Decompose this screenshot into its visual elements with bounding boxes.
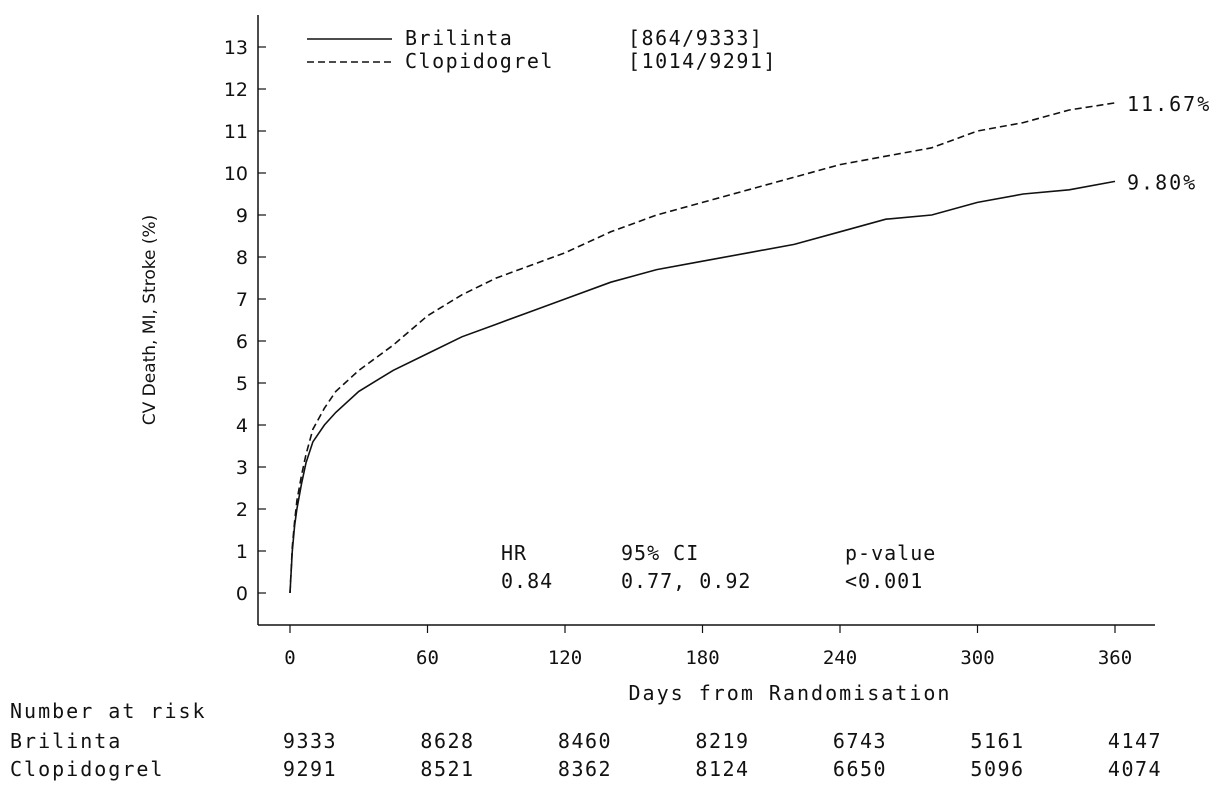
y-tick-label: 9 [236, 205, 248, 227]
y-axis-label: CV Death, MI, Stroke (%) [140, 215, 160, 426]
risk-cell: 8124 [695, 757, 749, 781]
legend-counts-brilinta: [864/9333] [628, 26, 763, 50]
legend: Brilinta [864/9333] Clopidogrel [1014/9291] [307, 26, 777, 73]
end-label-clopidogrel: 11.67% [1127, 92, 1211, 116]
risk-cell: 8628 [420, 729, 474, 753]
x-tick-label: 60 [416, 647, 439, 669]
y-tick-label: 13 [224, 37, 248, 59]
risk-cell: 8219 [695, 729, 749, 753]
annotation-value: 0.84 [501, 569, 553, 593]
end-label-brilinta: 9.80% [1127, 170, 1197, 194]
legend-counts-clopidogrel: [1014/9291] [628, 49, 777, 73]
x-ticks: 0 60 120 180 240 300 360 [284, 625, 1132, 669]
series-line-brilinta [289, 180, 1116, 594]
y-tick-label: 5 [236, 373, 248, 395]
legend-label-brilinta: Brilinta [405, 26, 513, 50]
risk-cell: 6743 [833, 729, 887, 753]
risk-cell: 5096 [970, 757, 1024, 781]
risk-cell: 9333 [283, 729, 337, 753]
x-tick-label: 180 [685, 647, 719, 669]
risk-cell: 8362 [558, 757, 612, 781]
annotation-header: 95% CI [621, 541, 699, 565]
y-tick-label: 2 [236, 499, 248, 521]
risk-cell: 9291 [283, 757, 337, 781]
x-axis-label: Days from Randomisation [629, 681, 952, 705]
y-tick-label: 4 [236, 415, 248, 437]
end-labels: 9.80% 11.67% [1127, 92, 1211, 195]
x-tick-label: 0 [284, 647, 295, 669]
risk-cell: 6650 [833, 757, 887, 781]
risk-table: Number at risk Brilinta 9333 8628 8460 8219 67… [10, 699, 1162, 781]
y-tick-label: 7 [236, 289, 248, 311]
y-tick-label: 6 [236, 331, 248, 353]
risk-cell: 8460 [558, 729, 612, 753]
series-lines [289, 102, 1116, 594]
y-tick-label: 8 [236, 247, 248, 269]
annotation-header: HR [501, 541, 527, 565]
risk-table-title: Number at risk [10, 699, 207, 723]
y-tick-label: 1 [236, 541, 248, 563]
risk-cell: 4074 [1108, 757, 1162, 781]
risk-cell: 8521 [420, 757, 474, 781]
x-tick-label: 360 [1098, 647, 1132, 669]
hr-annotation: HR 95% CI p-value 0.84 0.77, 0.92 <0.001 [501, 541, 936, 593]
annotation-header: p-value [845, 541, 936, 565]
legend-label-clopidogrel: Clopidogrel [405, 49, 554, 73]
y-tick-label: 0 [236, 583, 248, 605]
y-tick-label: 10 [224, 163, 248, 185]
risk-cell: 5161 [970, 729, 1024, 753]
risk-row-label: Brilinta [10, 729, 122, 753]
y-tick-label: 11 [224, 121, 248, 143]
x-tick-label: 300 [960, 647, 994, 669]
x-tick-label: 240 [823, 647, 857, 669]
series-line-clopidogrel [289, 102, 1116, 594]
annotation-value: <0.001 [845, 569, 923, 593]
annotation-value: 0.77, 0.92 [621, 569, 751, 593]
x-tick-label: 120 [548, 647, 582, 669]
y-tick-label: 3 [236, 457, 248, 479]
risk-cell: 4147 [1108, 729, 1162, 753]
risk-row-label: Clopidogrel [10, 757, 164, 781]
axes [257, 15, 1155, 626]
y-tick-label: 12 [224, 79, 248, 101]
